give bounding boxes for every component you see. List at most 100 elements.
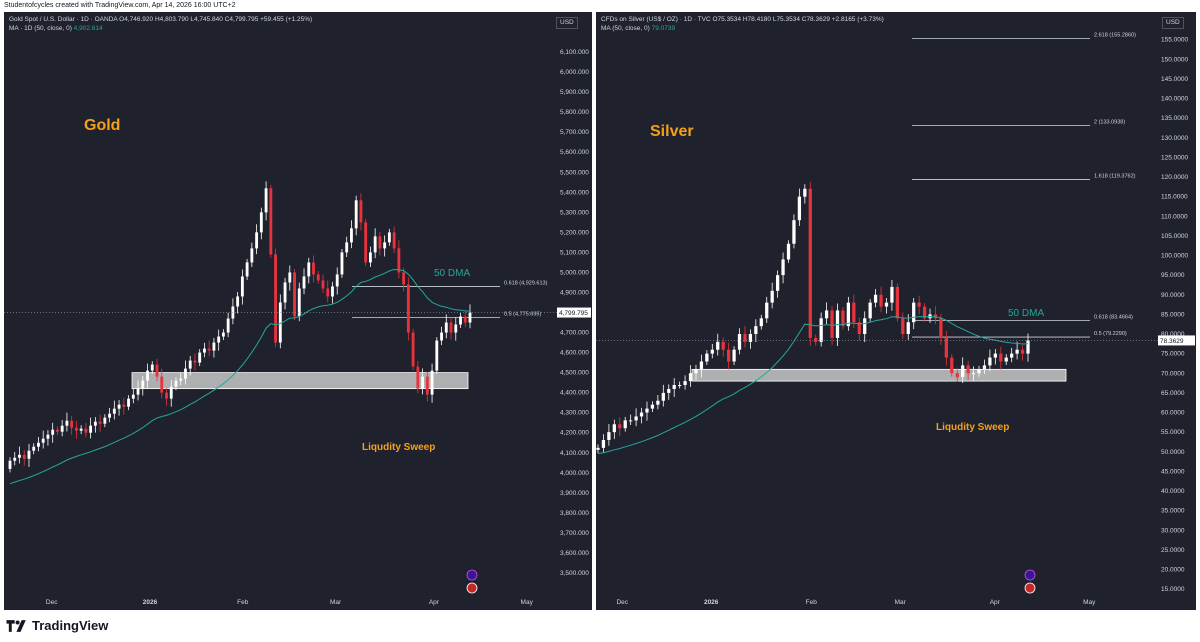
silver-candle-body <box>716 341 720 350</box>
silver-candle-body <box>808 188 812 338</box>
tradingview-brand-text: TradingView <box>32 618 109 633</box>
gold-candle-body <box>27 450 31 459</box>
silver-x-tick-label: 2026 <box>704 599 719 606</box>
silver-candle-body <box>770 290 774 303</box>
gold-candle-body <box>165 392 168 399</box>
silver-candle-body <box>596 447 600 450</box>
silver-candle-body <box>710 349 714 354</box>
gold-x-tick-label: Feb <box>237 599 249 606</box>
silver-chart-panel[interactable]: 155.0000 150.0000 145.0000 140.0000 135.0000… <box>596 12 1196 610</box>
gold-candle-body <box>274 254 277 343</box>
gold-candle-body <box>122 404 126 407</box>
gold-candle-body <box>226 318 230 333</box>
silver-candle-body <box>846 302 851 327</box>
gold-candle-body <box>146 370 149 381</box>
silver-x-tick-label: Apr <box>990 599 1001 606</box>
gold-candle-body <box>22 454 26 459</box>
gold-ma-legend: MA · 1D (50, close, 0) 4,902.614 <box>9 24 103 33</box>
silver-y-tick-label: 15.0000 <box>1161 586 1185 593</box>
silver-y-tick-label: 115.0000 <box>1161 194 1188 201</box>
silver-currency-button[interactable]: USD <box>1162 17 1184 29</box>
silver-y-tick-label: 135.0000 <box>1161 115 1188 122</box>
silver-last-price-label: 78.3629 <box>1160 338 1184 345</box>
silver-sweep-annotation: Liqudity Sweep <box>936 422 1009 433</box>
silver-ma-label: MA (50, close, 0) <box>601 25 650 32</box>
gold-candle-body <box>255 232 259 249</box>
silver-candle-body <box>601 439 606 448</box>
silver-candle-body <box>1020 349 1025 354</box>
silver-lightning-icon <box>1024 569 1036 581</box>
gold-candle-body <box>136 388 140 395</box>
silver-candle-body <box>694 369 698 374</box>
silver-candle-body <box>721 341 725 350</box>
gold-candle-body <box>283 282 287 303</box>
silver-candle-body <box>612 424 616 433</box>
silver-y-tick-label: 125.0000 <box>1161 154 1188 161</box>
gold-y-tick-label: 4,700.000 <box>560 330 589 337</box>
silver-candle-body <box>999 353 1003 362</box>
tradingview-logo-icon <box>6 619 26 632</box>
silver-candle-body <box>961 365 965 378</box>
gold-chart-panel[interactable]: 6,100.000 6,000.000 5,900.000 5,800.000 5,70… <box>4 12 592 610</box>
gold-currency-button[interactable]: USD <box>556 17 578 29</box>
gold-candle-body <box>193 360 197 363</box>
gold-candle-body <box>207 348 211 351</box>
silver-chart-canvas[interactable]: 155.0000 150.0000 145.0000 140.0000 135.0000… <box>596 12 1196 610</box>
silver-candle-body <box>1015 349 1019 354</box>
silver-y-tick-label: 50.0000 <box>1161 449 1185 456</box>
silver-y-tick-label: 35.0000 <box>1161 508 1185 515</box>
gold-candle-body <box>278 302 282 343</box>
silver-candle-body <box>988 357 992 366</box>
gold-ma-value: 4,902.614 <box>73 25 103 32</box>
silver-candle-body <box>607 432 611 440</box>
gold-candle-body <box>117 404 121 409</box>
silver-candle-body <box>917 302 921 307</box>
gold-candle-body <box>32 446 36 451</box>
silver-y-tick-label: 100.0000 <box>1161 253 1188 260</box>
silver-candle-body <box>743 334 747 342</box>
gold-y-tick-label: 5,400.000 <box>560 189 589 196</box>
gold-y-tick-label: 5,800.000 <box>560 109 589 116</box>
silver-candle-body <box>863 318 867 335</box>
silver-candle-body <box>841 310 845 327</box>
silver-candle-body <box>645 408 649 413</box>
silver-candle-body <box>699 361 704 370</box>
gold-ma-line <box>9 268 471 485</box>
gold-y-tick-label: 5,500.000 <box>560 169 589 176</box>
gold-candle-body <box>459 316 462 325</box>
gold-candle-body <box>321 280 325 289</box>
gold-candle-body <box>51 429 55 435</box>
gold-candle-body <box>383 242 387 249</box>
gold-y-tick-label: 3,500.000 <box>560 570 589 577</box>
gold-candle-body <box>345 242 349 253</box>
gold-candle-body <box>316 274 320 281</box>
gold-chart-canvas[interactable]: 6,100.000 6,000.000 5,900.000 5,800.000 5,70… <box>4 12 592 610</box>
gold-candle-body <box>41 438 45 443</box>
silver-fib-label: 0.618 (83.4664) <box>1094 314 1133 320</box>
silver-y-tick-label: 105.0000 <box>1161 233 1188 240</box>
gold-candle-body <box>217 336 221 343</box>
tradingview-logo[interactable]: TradingView <box>6 618 108 633</box>
gold-candle-body <box>98 421 102 424</box>
silver-x-tick-label: Feb <box>806 599 818 606</box>
silver-candle-body <box>629 420 633 422</box>
gold-candle-body <box>37 442 40 447</box>
silver-candle-body <box>890 286 894 303</box>
gold-candle-body <box>155 364 159 377</box>
gold-candle-body <box>65 420 69 426</box>
silver-y-tick-label: 95.0000 <box>1161 272 1185 279</box>
gold-y-tick-label: 5,900.000 <box>560 89 589 96</box>
gold-x-tick-label: Apr <box>429 599 440 606</box>
gold-ma-annotation: 50 DMA <box>434 268 470 279</box>
gold-candle-body <box>430 370 434 395</box>
gold-lightning-icon <box>466 569 478 581</box>
silver-y-tick-label: 90.0000 <box>1161 292 1185 299</box>
gold-candle-body <box>60 425 64 432</box>
gold-candle-body <box>160 376 164 393</box>
attribution-text: Studentofcycles created with TradingView… <box>4 2 236 9</box>
silver-candle-body <box>727 349 731 362</box>
silver-y-tick-label: 145.0000 <box>1161 76 1188 83</box>
silver-candle-body <box>944 337 948 358</box>
gold-y-tick-label: 3,900.000 <box>560 490 589 497</box>
silver-candle-body <box>759 318 763 327</box>
